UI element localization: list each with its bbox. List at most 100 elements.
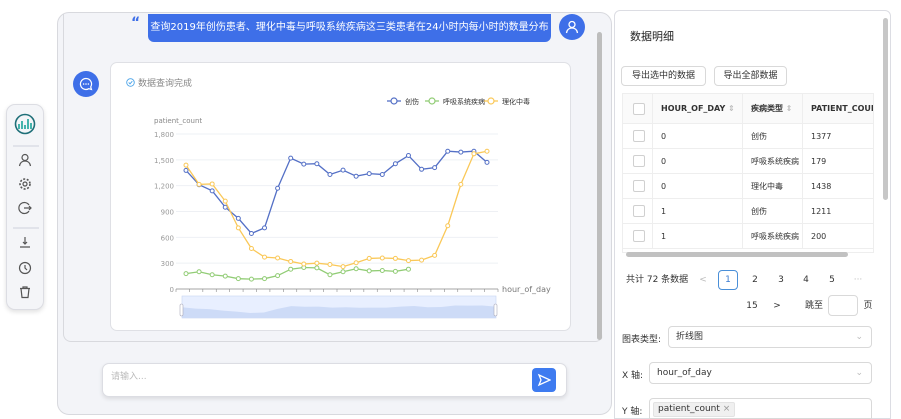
table-row[interactable]: 0 呼吸系统疾病 179: [623, 149, 873, 174]
legend-item[interactable]: 创伤: [387, 97, 419, 106]
data-point[interactable]: [288, 266, 294, 272]
data-point[interactable]: [288, 155, 294, 161]
data-point[interactable]: [340, 264, 346, 270]
row-checkbox[interactable]: [633, 155, 645, 167]
data-point[interactable]: [183, 167, 189, 173]
data-point[interactable]: [248, 276, 254, 282]
legend-item[interactable]: 理化中毒: [484, 97, 530, 106]
logo-chart-icon[interactable]: [14, 113, 36, 135]
data-point[interactable]: [209, 188, 215, 194]
data-point[interactable]: [471, 151, 477, 157]
data-point[interactable]: [445, 223, 451, 229]
data-point[interactable]: [209, 272, 215, 278]
data-point[interactable]: [262, 254, 268, 260]
sort-icon[interactable]: ⇕: [785, 104, 793, 113]
data-point[interactable]: [379, 267, 385, 273]
data-point[interactable]: [432, 252, 438, 258]
chart-type-select[interactable]: 折线图 ⌄: [668, 326, 872, 348]
table-horizontal-scrollbar[interactable]: [626, 252, 848, 257]
data-point[interactable]: [262, 276, 268, 282]
page-1[interactable]: 1: [718, 270, 738, 290]
more-pages[interactable]: ···: [853, 275, 863, 285]
data-point[interactable]: [222, 204, 228, 210]
data-point[interactable]: [262, 225, 268, 231]
row-checkbox[interactable]: [633, 130, 645, 142]
column-header[interactable]: 疾病类型 ⇕: [743, 94, 803, 123]
chat-input[interactable]: 请输入...: [102, 363, 567, 397]
history-clock-icon[interactable]: [16, 259, 34, 277]
row-checkbox[interactable]: [633, 180, 645, 192]
zoom-handle-left[interactable]: [179, 303, 184, 317]
data-point[interactable]: [392, 161, 398, 167]
data-point[interactable]: [196, 269, 202, 275]
panel-scrollbar[interactable]: [883, 18, 888, 200]
data-point[interactable]: [314, 260, 320, 266]
data-point[interactable]: [419, 166, 425, 172]
trash-icon[interactable]: [16, 283, 34, 301]
data-point[interactable]: [353, 173, 359, 179]
data-point[interactable]: [353, 260, 359, 266]
data-point[interactable]: [288, 258, 294, 264]
export-selected-button[interactable]: 导出选中的数据: [621, 66, 706, 86]
data-point[interactable]: [235, 215, 241, 221]
page-5[interactable]: 5: [829, 275, 835, 285]
data-point[interactable]: [484, 148, 490, 154]
data-point[interactable]: [248, 230, 254, 236]
data-point[interactable]: [405, 153, 411, 159]
row-checkbox[interactable]: [633, 230, 645, 242]
data-point[interactable]: [209, 181, 215, 187]
data-point[interactable]: [301, 261, 307, 267]
data-point[interactable]: [275, 255, 281, 261]
export-all-button[interactable]: 导出全部数据: [714, 66, 787, 86]
page-3[interactable]: 3: [778, 275, 784, 285]
jump-page-input[interactable]: [828, 295, 858, 316]
table-row[interactable]: 0 创伤 1377: [623, 124, 873, 149]
data-point[interactable]: [196, 181, 202, 187]
row-checkbox[interactable]: [633, 205, 645, 217]
data-point[interactable]: [340, 269, 346, 275]
data-point[interactable]: [314, 161, 320, 167]
data-point[interactable]: [340, 167, 346, 173]
data-point[interactable]: [458, 149, 464, 155]
data-point[interactable]: [458, 181, 464, 187]
page-4[interactable]: 4: [803, 275, 809, 285]
table-row[interactable]: 0 理化中毒 1438: [623, 174, 873, 199]
y-axis-select[interactable]: patient_count ×: [649, 398, 872, 419]
download-icon[interactable]: [16, 233, 34, 251]
x-axis-select[interactable]: hour_of_day ⌄: [649, 362, 872, 384]
next-page-button[interactable]: >: [773, 301, 781, 311]
data-point[interactable]: [366, 268, 372, 274]
table-row[interactable]: 1 创伤 1211: [623, 199, 873, 224]
logout-icon[interactable]: [16, 199, 34, 217]
data-point[interactable]: [445, 148, 451, 154]
data-point[interactable]: [405, 258, 411, 264]
data-point[interactable]: [353, 266, 359, 272]
data-point[interactable]: [379, 255, 385, 261]
send-button[interactable]: [532, 368, 556, 392]
data-zoom-slider[interactable]: [179, 295, 498, 319]
data-point[interactable]: [314, 265, 320, 271]
gear-icon[interactable]: [16, 175, 34, 193]
data-point[interactable]: [379, 171, 385, 177]
data-point[interactable]: [327, 171, 333, 177]
page-15[interactable]: 15: [746, 301, 758, 311]
data-point[interactable]: [366, 255, 372, 261]
zoom-handle-right[interactable]: [493, 303, 498, 317]
remove-tag-icon[interactable]: ×: [722, 404, 731, 414]
data-point[interactable]: [222, 198, 228, 204]
data-point[interactable]: [222, 273, 228, 279]
data-point[interactable]: [366, 171, 372, 177]
data-point[interactable]: [405, 266, 411, 272]
data-point[interactable]: [432, 165, 438, 171]
page-2[interactable]: 2: [752, 275, 758, 285]
table-row[interactable]: 1 呼吸系统疾病 200: [623, 224, 873, 249]
data-point[interactable]: [275, 185, 281, 191]
chat-scrollbar[interactable]: [597, 32, 602, 340]
data-point[interactable]: [248, 246, 254, 252]
data-point[interactable]: [419, 257, 425, 263]
data-point[interactable]: [183, 162, 189, 168]
data-point[interactable]: [235, 276, 241, 282]
legend-item[interactable]: 呼吸系统疾病: [425, 97, 485, 106]
select-all-checkbox[interactable]: [633, 102, 645, 115]
data-point[interactable]: [392, 268, 398, 274]
